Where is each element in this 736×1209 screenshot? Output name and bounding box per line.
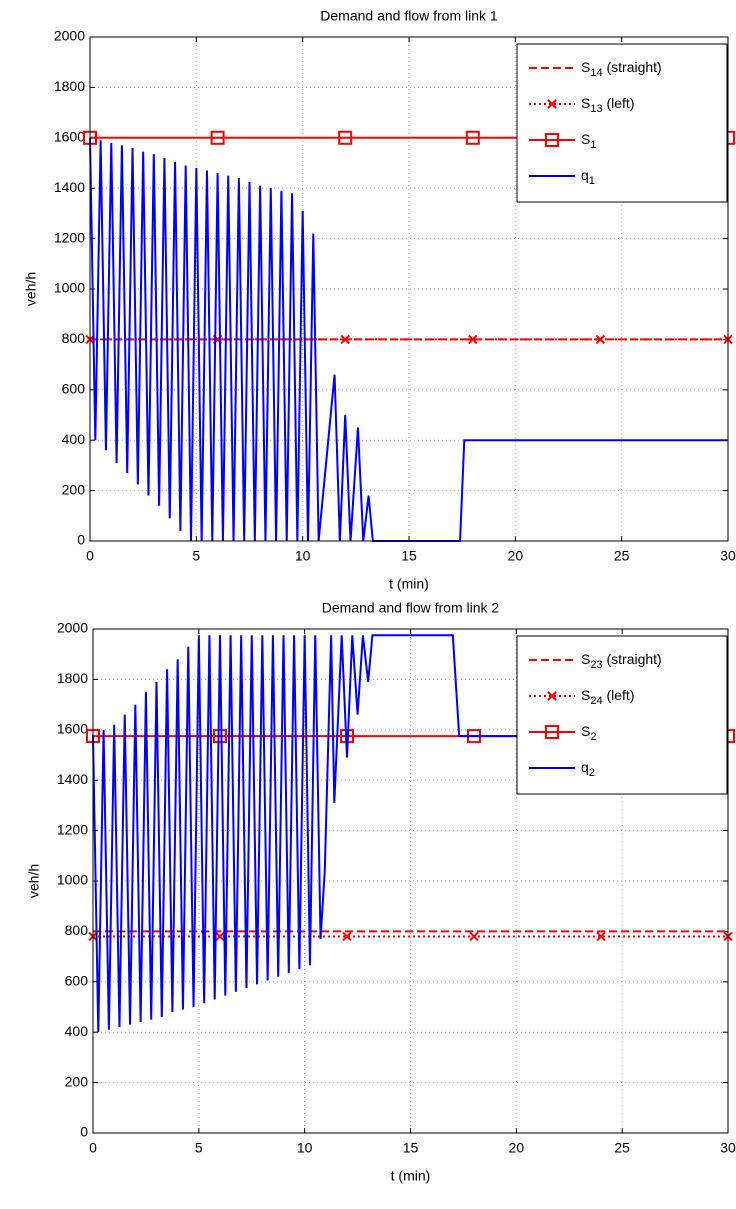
- y-tick-label: 800: [62, 330, 86, 346]
- chart: Demand and flow from link 1 t (min) veh/h 0…: [23, 8, 736, 592]
- y-tick-label: 1800: [54, 78, 85, 94]
- legend-label: S14 (straight): [581, 59, 662, 79]
- y-tick-label: 1600: [57, 721, 88, 737]
- marker: [469, 931, 479, 942]
- axes-frame: [92, 628, 729, 1134]
- x-axis-label: t (min): [391, 1168, 431, 1184]
- axes-frame: [89, 36, 729, 542]
- chart-title: Demand and flow from link 2: [322, 600, 500, 616]
- y-tick-label: 0: [77, 532, 85, 548]
- marker: [210, 130, 225, 145]
- y-tick-label: 1200: [54, 229, 85, 245]
- y-tick-label: 200: [65, 1073, 89, 1089]
- marker: [547, 99, 557, 109]
- marker: [595, 334, 606, 345]
- y-tick-label: 200: [62, 481, 86, 497]
- y-tick-label: 800: [65, 922, 89, 938]
- marker: [547, 691, 557, 701]
- y-axis-label: veh/h: [23, 272, 39, 306]
- marker: [545, 133, 559, 147]
- x-tick-label: 20: [509, 1140, 525, 1156]
- x-tick-label: 15: [401, 548, 417, 564]
- marker: [340, 334, 350, 345]
- legend-label: S2: [581, 723, 596, 743]
- y-tick-label: 1000: [54, 280, 85, 296]
- x-tick-label: 5: [195, 1140, 203, 1156]
- x-tick-label: 20: [508, 548, 524, 564]
- x-tick-label: 25: [614, 548, 630, 564]
- x-tick-label: 0: [89, 1140, 97, 1156]
- y-tick-label: 1200: [57, 821, 88, 837]
- legend: S14 (straight) S13 (left) S1 q1: [516, 43, 728, 203]
- marker: [213, 729, 227, 744]
- legend-label: S23 (straight): [581, 651, 662, 671]
- x-tick-label: 10: [295, 548, 311, 564]
- x-tick-label: 15: [403, 1140, 419, 1156]
- legend-label: S24 (left): [581, 687, 634, 707]
- y-tick-label: 600: [62, 381, 86, 397]
- series-line: [92, 634, 728, 1033]
- legend-label: q1: [581, 167, 595, 187]
- y-tick-label: 1000: [57, 872, 88, 888]
- legend-label: S1: [581, 131, 596, 151]
- x-axis-label: t (min): [389, 576, 429, 592]
- y-tick-label: 2000: [57, 620, 88, 636]
- x-tick-label: 5: [192, 548, 200, 564]
- x-tick-label: 10: [297, 1140, 313, 1156]
- y-tick-label: 600: [65, 973, 89, 989]
- marker: [338, 130, 353, 145]
- y-tick-label: 1600: [54, 129, 85, 145]
- x-tick-label: 0: [86, 548, 94, 564]
- y-tick-label: 1400: [57, 771, 88, 787]
- y-tick-label: 400: [65, 1023, 89, 1039]
- x-tick-label: 25: [614, 1140, 630, 1156]
- y-tick-label: 0: [80, 1124, 88, 1140]
- marker: [468, 334, 478, 345]
- chart-title: Demand and flow from link 1: [320, 8, 498, 24]
- legend: S23 (straight) S24 (left) S2 q2: [516, 635, 728, 795]
- legend-label: S13 (left): [581, 95, 634, 115]
- marker: [596, 931, 606, 942]
- marker: [465, 130, 480, 145]
- y-tick-label: 2000: [54, 28, 85, 44]
- y-axis-label: veh/h: [26, 864, 42, 898]
- x-tick-label: 30: [720, 548, 736, 564]
- legend-label: q2: [581, 759, 595, 779]
- marker: [215, 931, 225, 942]
- marker: [545, 725, 559, 739]
- y-tick-label: 1400: [54, 179, 85, 195]
- chart: Demand and flow from link 2 t (min) veh/h 0…: [26, 600, 736, 1184]
- y-tick-label: 1800: [57, 670, 88, 686]
- y-tick-label: 400: [62, 431, 86, 447]
- x-tick-label: 30: [720, 1140, 736, 1156]
- marker: [342, 931, 352, 942]
